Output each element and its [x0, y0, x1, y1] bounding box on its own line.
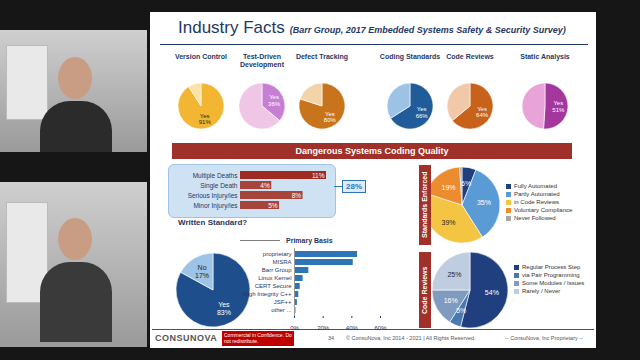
html-text:Primary Basis: Primary Basis: [286, 237, 333, 244]
html-text:Some Modules / Issues: Some Modules / Issues: [522, 280, 585, 286]
svg-text:High Integrity C++: High Integrity C++: [243, 291, 292, 297]
svg-text:JSF++: JSF++: [274, 299, 292, 305]
html-text:-- ConsuNova, Inc Proprietary: -- ConsuNova, Inc Proprietary --: [505, 335, 583, 341]
html-text:Commercial in Confidence. Do n: Commercial in Confidence. Do not redistr…: [224, 332, 292, 344]
html-text:© ConsuNova, Inc 2014 - 2021 |: © ConsuNova, Inc 2014 - 2021 | All Right…: [346, 335, 476, 341]
html-text:Standards Enforced: Standards Enforced: [421, 171, 428, 239]
svg-text:Linux Kernel: Linux Kernel: [258, 275, 291, 281]
html-text:Static Analysis: Static Analysis: [520, 53, 570, 60]
html-text:Fully Automated: Fully Automated: [514, 183, 557, 189]
html-text:Coding Standards: Coding Standards: [379, 53, 441, 60]
svg-text:40%: 40%: [346, 325, 359, 331]
svg-text:6%: 6%: [461, 180, 471, 187]
svg-text:39%: 39%: [441, 219, 455, 226]
svg-text:54%: 54%: [485, 289, 499, 296]
svg-text:0%: 0%: [290, 325, 299, 331]
html-text:Voluntary Compliance: Voluntary Compliance: [514, 207, 573, 213]
svg-text:11%: 11%: [312, 172, 325, 179]
svg-text:Serious Injury/ies: Serious Injury/ies: [188, 192, 239, 200]
svg-text:5%: 5%: [456, 307, 466, 314]
svg-text:Yes80%: Yes80%: [324, 111, 337, 123]
html-text:Code Reviews: Code Reviews: [421, 266, 428, 314]
svg-text:Barr Group: Barr Group: [262, 267, 292, 273]
svg-text:Yes51%: Yes51%: [552, 100, 565, 112]
svg-text:35%: 35%: [477, 199, 491, 206]
svg-text:16%: 16%: [444, 297, 458, 304]
html-text:Test-Driven Development: Test-Driven Development: [240, 53, 284, 68]
html-text:in Code Reviews: in Code Reviews: [514, 199, 559, 205]
svg-text:20%: 20%: [317, 325, 330, 331]
html-text:28%: 28%: [346, 182, 362, 191]
svg-text:Yes64%: Yes64%: [476, 106, 489, 118]
svg-text:Yes91%: Yes91%: [199, 113, 212, 125]
html-text:Regular Process Step: Regular Process Step: [522, 264, 581, 270]
html-text:Rarely / Never: Rarely / Never: [522, 288, 561, 294]
html-text:Never Followed: Never Followed: [514, 215, 556, 221]
svg-text:Multiple Deaths: Multiple Deaths: [193, 172, 239, 180]
svg-text:19%: 19%: [441, 184, 455, 191]
html-text:via Pair Programming: via Pair Programming: [522, 272, 580, 278]
svg-text:Single Death: Single Death: [200, 182, 238, 190]
html-text:Defect Tracking: Defect Tracking: [295, 53, 349, 60]
svg-text:25%: 25%: [447, 271, 461, 278]
svg-text:60%: 60%: [374, 325, 387, 331]
html-text:CONSUNOVA: CONSUNOVA: [155, 333, 218, 343]
svg-text:No17%: No17%: [195, 264, 209, 278]
html-text:Partly Automated: Partly Automated: [514, 191, 560, 197]
svg-text:Yes66%: Yes66%: [416, 106, 429, 118]
svg-text:Yes36%: Yes36%: [268, 94, 281, 106]
svg-text:proprietary: proprietary: [263, 251, 292, 257]
html-text:Industry Facts (Barr Group, 20: Industry Facts (Barr Group, 2017 Embedde…: [178, 18, 566, 37]
svg-text:MISRA: MISRA: [272, 259, 291, 265]
html-text:Written Standard?: Written Standard?: [178, 218, 248, 227]
svg-text:5%: 5%: [268, 202, 278, 209]
svg-text:other ...: other ...: [271, 307, 292, 313]
html-text:Code Reviews: Code Reviews: [446, 53, 494, 60]
html-text:34: 34: [328, 335, 335, 341]
html-text:Dangerous Systems Coding Quali: Dangerous Systems Coding Quality: [295, 146, 449, 156]
svg-text:CERT Secure: CERT Secure: [255, 283, 292, 289]
svg-text:Yes83%: Yes83%: [217, 301, 231, 315]
svg-text:4%: 4%: [260, 182, 270, 189]
html-text:Version Control: Version Control: [174, 53, 228, 60]
svg-text:8%: 8%: [292, 192, 302, 199]
svg-text:Minor Injury/ies: Minor Injury/ies: [193, 202, 238, 210]
